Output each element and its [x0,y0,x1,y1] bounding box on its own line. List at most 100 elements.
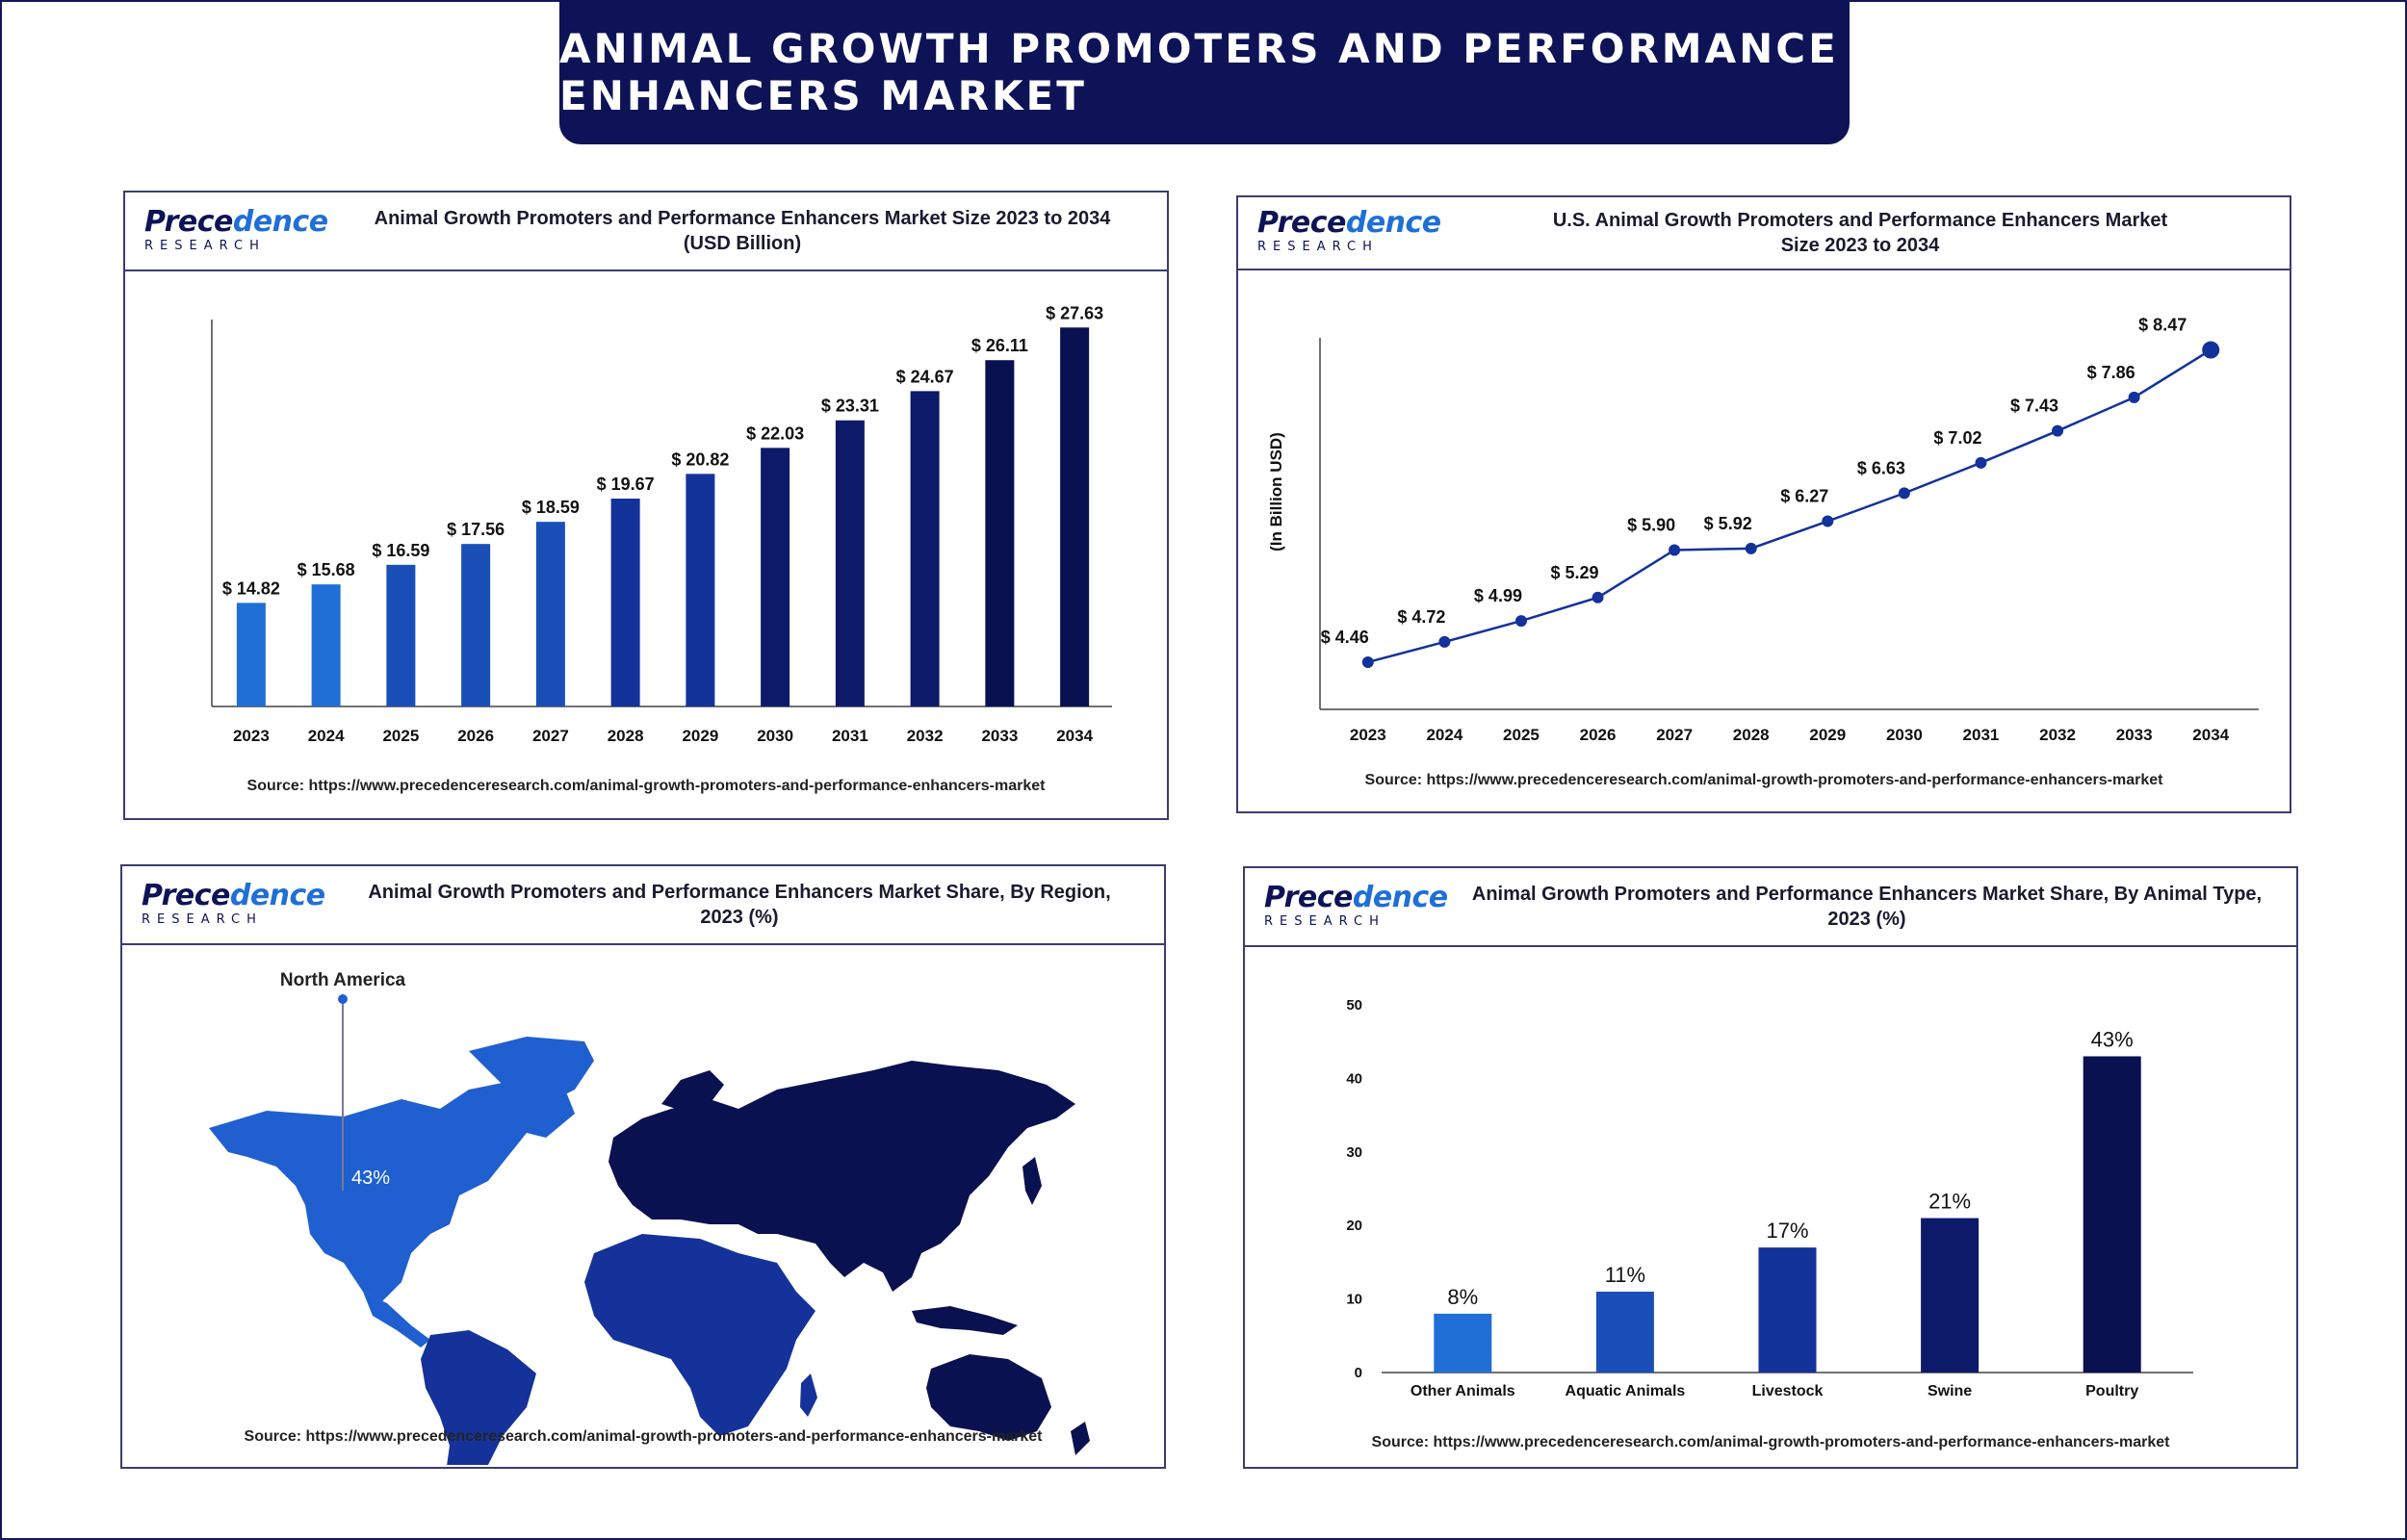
bar [386,564,416,706]
market-size-bar-chart: $ 14.82 2023 $ 15.68 2024 $ 16.59 2025 $ 17.56… [211,303,1112,745]
map-north-america [209,1080,575,1301]
data-point [2202,341,2220,359]
y-tick-label: 20 [1346,1218,1362,1234]
data-point [1592,591,1604,603]
x-tick-label: 2031 [832,727,868,745]
data-point [1669,544,1681,556]
panel-header: Precedence RESEARCH Animal Growth Promot… [122,866,1164,945]
bar-value-label: 43% [2091,1027,2134,1051]
bar-value-label: $ 26.11 [971,336,1028,355]
precedence-logo: Precedence RESEARCH [1264,881,1448,930]
y-tick-label: 10 [1346,1292,1362,1308]
x-tick-label: 2029 [1809,726,1846,744]
y-axis-label: (In Billion USD) [1267,432,1285,552]
x-tick-label: 2032 [907,727,944,745]
bar-value-label: $ 20.82 [671,449,729,469]
point-value-label: $ 7.43 [2010,397,2058,416]
bar-value-label: $ 17.56 [447,520,505,539]
data-point [1745,542,1757,554]
panel-title: U.S. Animal Growth Promoters and Perform… [1552,210,2168,256]
world-map: North America 43% [209,970,1090,1465]
y-tick-label: 30 [1346,1144,1362,1161]
x-tick-label: 2033 [2116,726,2153,744]
x-tick-label: 2024 [308,727,345,745]
bar [686,474,715,706]
x-tick-label: 2023 [233,727,270,745]
x-tick-label: 2032 [2039,726,2076,744]
bar-value-label: $ 24.67 [896,367,954,386]
panel-header: Precedence RESEARCH U.S. Animal Growth P… [1238,197,2290,270]
panel-header: Precedence RESEARCH Animal Growth Promot… [125,192,1167,271]
panel-header: Precedence RESEARCH Animal Growth Promot… [1245,868,2296,947]
bar [1921,1218,1980,1373]
bar-value-label: $ 14.82 [222,578,280,598]
source-note: Source: https://www.precedenceresearch.c… [246,778,1046,794]
y-tick-label: 0 [1355,1365,1362,1381]
map-madagascar [800,1373,817,1417]
x-tick-label: 2023 [1350,726,1386,744]
x-tick-label: 2028 [608,727,644,745]
bar [461,544,491,706]
animal-type-bar-chart: 0 10 20 30 40 50 8% Other Animals 11% Aquatic Ani… [1346,997,2193,1399]
source-note: Source: https://www.precedenceresearch.c… [1371,1434,2170,1450]
bar [236,603,266,706]
bar [985,360,1015,706]
bar [835,420,865,706]
point-value-label: $ 4.72 [1397,607,1445,627]
bar [1434,1313,1492,1373]
bar [535,522,565,706]
x-tick-label: 2033 [981,727,1018,745]
source-note: Source: https://www.precedenceresearch.c… [1364,772,2163,788]
us-market-panel: Precedence RESEARCH U.S. Animal Growth P… [1236,195,2291,813]
x-tick-label: Aquatic Animals [1566,1383,1686,1399]
data-point [2128,391,2140,403]
bar-value-label: $ 16.59 [372,541,429,560]
point-value-label: $ 8.47 [2138,316,2187,335]
x-tick-label: 2030 [757,727,793,745]
callout-dot [338,994,348,1004]
bar [1060,327,1090,706]
map-scandinavia [661,1070,724,1114]
series-line [1367,348,2212,664]
point-value-label: $ 6.27 [1780,487,1828,506]
point-value-label: $ 4.46 [1321,628,1369,647]
x-tick-label: Poultry [2085,1383,2138,1399]
x-tick-label: Other Animals [1411,1383,1515,1399]
bar [311,584,341,706]
animal-type-panel: Precedence RESEARCH Animal Growth Promot… [1243,866,2298,1469]
x-tick-label: 2034 [2192,726,2229,744]
data-point [1898,487,1910,500]
point-value-label: $ 6.63 [1857,458,1905,477]
data-point [1361,655,1374,668]
point-value-label: $ 5.90 [1627,515,1675,534]
point-value-label: $ 7.86 [2087,363,2135,382]
data-point [1514,615,1527,628]
banner-title: ANIMAL GROWTH PROMOTERS AND PERFORMANCE … [559,0,1850,144]
bar [610,499,640,706]
map-new-zealand [1071,1422,1090,1455]
precedence-logo: Precedence RESEARCH [142,879,325,928]
x-tick-label: 2026 [1580,726,1617,744]
x-tick-label: 2029 [682,727,718,745]
data-point [1975,456,1987,469]
us-market-line-chart: (In Billion USD) $ 4.46 2023 $ 4.72 2024 $ 4.… [1267,316,2259,744]
bar-value-label: 17% [1766,1219,1808,1243]
bar-value-label: 8% [1447,1285,1478,1309]
map-eurasia [608,1061,1075,1292]
map-japan [1022,1157,1042,1205]
point-value-label: $ 5.29 [1551,563,1599,582]
x-tick-label: 2025 [1503,726,1540,744]
bar-value-label: $ 22.03 [746,424,804,443]
bar [2083,1056,2141,1373]
precedence-logo: Precedence RESEARCH [1257,206,1441,255]
panel-title: Animal Growth Promoters and Performance … [1471,884,2263,930]
precedence-logo: Precedence RESEARCH [144,205,328,254]
map-south-america [421,1330,536,1465]
map-central-america [363,1292,430,1348]
bar-value-label: $ 19.67 [597,475,655,494]
callout-label: North America [280,970,406,990]
bar [1758,1247,1817,1373]
source-note: Source: https://www.precedenceresearch.c… [244,1428,1043,1445]
x-tick-label: 2027 [1656,726,1693,744]
data-point [1822,515,1834,527]
